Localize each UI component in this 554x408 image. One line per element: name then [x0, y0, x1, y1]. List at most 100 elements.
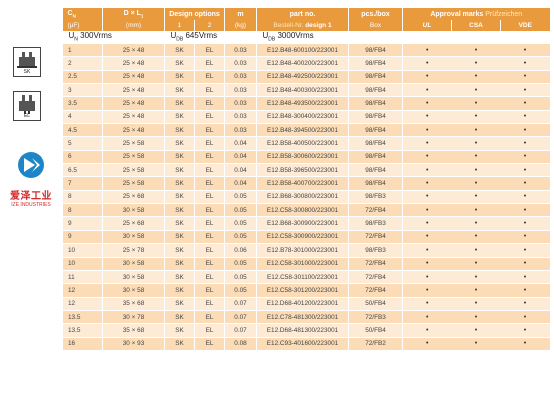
cell-pn: E12.C93-401600/223001: [256, 336, 349, 350]
cell-pcs: 72/FB3: [348, 309, 403, 324]
table-row: 12 35 × 68 SK EL 0.07 E12.D68-401200/223001 50…: [62, 296, 550, 311]
cell-d2: EL: [194, 123, 225, 137]
approval-dot: •: [402, 256, 452, 271]
cell-dim: 25 × 48: [102, 123, 165, 137]
cell-dim: 25 × 58: [102, 163, 165, 177]
approval-dot: •: [402, 269, 452, 284]
cell-pcs: 98/FB4: [348, 83, 403, 97]
cell-pcs: 98/FB3: [348, 243, 403, 257]
approval-dot: •: [451, 42, 501, 57]
cell-cap: 4.5: [62, 123, 103, 137]
cell-d1: SK: [164, 109, 195, 124]
cell-d1: SK: [164, 323, 195, 338]
approval-dot: •: [402, 136, 452, 151]
capacitor-sk-icon: [17, 52, 37, 68]
cell-m: 0.05: [224, 216, 257, 231]
header-design-options: Design options: [164, 8, 225, 20]
cell-m: 0.07: [224, 309, 257, 324]
cell-cap: 1: [62, 42, 103, 57]
capacitor-table: CN D × L1 Design options m part no. pcs.…: [62, 8, 550, 350]
cell-dim: 35 × 68: [102, 296, 165, 311]
cell-d2: EL: [194, 189, 225, 204]
table-row: 12 30 × 58 SK EL 0.05 E12.C58-301200/223001 72…: [62, 283, 550, 298]
design-sk-picture: SK: [13, 47, 41, 77]
approval-dot: •: [402, 149, 452, 164]
cell-dim: 25 × 58: [102, 176, 165, 191]
header-cn-unit: (μF): [62, 20, 103, 31]
approval-dot: •: [500, 69, 550, 84]
cell-pn: E12.B48-400300/223001: [256, 83, 349, 97]
cell-cap: 7: [62, 176, 103, 191]
cell-m: 0.03: [224, 123, 257, 137]
table-row: 6.5 25 × 58 SK EL 0.04 E12.B58-396500/223001 9…: [62, 163, 550, 177]
header-part-no: part no.: [256, 8, 349, 20]
cell-cap: 6: [62, 149, 103, 164]
cell-d2: EL: [194, 216, 225, 231]
cell-cap: 3: [62, 83, 103, 97]
cell-dim: 25 × 48: [102, 42, 165, 57]
header-dl-unit: (mm): [102, 20, 165, 31]
cell-dim: 25 × 58: [102, 136, 165, 151]
cell-d1: SK: [164, 123, 195, 137]
approval-dot: •: [451, 123, 501, 137]
approval-dot: •: [402, 336, 452, 350]
cell-pn: E12.B48-394500/223001: [256, 123, 349, 137]
approval-dot: •: [402, 216, 452, 231]
approval-dot: •: [500, 123, 550, 137]
cell-pcs: 98/FB4: [348, 163, 403, 177]
header-mass-unit: (kg): [224, 20, 257, 31]
cell-m: 0.03: [224, 96, 257, 111]
table-row: 1 25 × 48 SK EL 0.03 E12.B48-600100/223001 98/…: [62, 42, 550, 57]
approval-dot: •: [451, 109, 501, 124]
cell-cap: 16: [62, 336, 103, 350]
cell-dim: 25 × 58: [102, 149, 165, 164]
cell-m: 0.03: [224, 42, 257, 57]
approval-dot: •: [402, 243, 452, 257]
cell-d1: SK: [164, 283, 195, 298]
header-mass: m: [224, 8, 257, 20]
cell-dim: 30 × 78: [102, 309, 165, 324]
cell-dim: 25 × 68: [102, 216, 165, 231]
approval-dot: •: [402, 42, 452, 57]
cell-pcs: 98/FB4: [348, 109, 403, 124]
header-pcs-box: pcs./box: [348, 8, 403, 20]
cell-d2: EL: [194, 296, 225, 311]
approval-dot: •: [451, 296, 501, 311]
cell-cap: 8: [62, 189, 103, 204]
vde-mark-icon: VDE: [500, 20, 550, 31]
approval-dot: •: [402, 283, 452, 298]
cell-cap: 10: [62, 256, 103, 271]
cell-cap: 6.5: [62, 163, 103, 177]
approval-dot: •: [500, 269, 550, 284]
design-el-picture: EL: [13, 91, 41, 121]
approval-dot: •: [500, 189, 550, 204]
cell-pn: E12.B58-396500/223001: [256, 163, 349, 177]
header-row-1: CN D × L1 Design options m part no. pcs.…: [62, 8, 550, 20]
cell-cap: 12: [62, 283, 103, 298]
cell-pn: E12.B58-400500/223001: [256, 136, 349, 151]
header-row-2: (μF) (mm) 1 2 (kg) Bestell-Nr. design 1 …: [62, 20, 550, 31]
cell-cap: 4: [62, 109, 103, 124]
cell-pcs: 98/FB4: [348, 149, 403, 164]
approval-dot: •: [451, 256, 501, 271]
cell-pn: E12.B48-493500/223001: [256, 96, 349, 111]
approval-dot: •: [402, 69, 452, 84]
approval-dot: •: [402, 229, 452, 244]
approval-dot: •: [500, 216, 550, 231]
cell-m: 0.08: [224, 336, 257, 350]
cell-m: 0.05: [224, 189, 257, 204]
cell-d2: EL: [194, 176, 225, 191]
table-row: 16 30 × 93 SK EL 0.08 E12.C93-401600/223001 72…: [62, 336, 550, 350]
approval-dot: •: [500, 243, 550, 257]
cell-dim: 25 × 48: [102, 96, 165, 111]
table-row: 13.5 35 × 68 SK EL 0.07 E12.D68-481300/223001…: [62, 323, 550, 338]
approval-dot: •: [500, 176, 550, 191]
table-row: 5 25 × 58 SK EL 0.04 E12.B58-400500/223001 98/…: [62, 136, 550, 151]
cell-pcs: 50/FB4: [348, 296, 403, 311]
cell-d1: SK: [164, 83, 195, 97]
cell-cap: 2: [62, 56, 103, 71]
cell-dim: 25 × 78: [102, 243, 165, 257]
design-el-label: EL: [23, 113, 31, 119]
approval-dot: •: [451, 176, 501, 191]
approval-dot: •: [500, 109, 550, 124]
